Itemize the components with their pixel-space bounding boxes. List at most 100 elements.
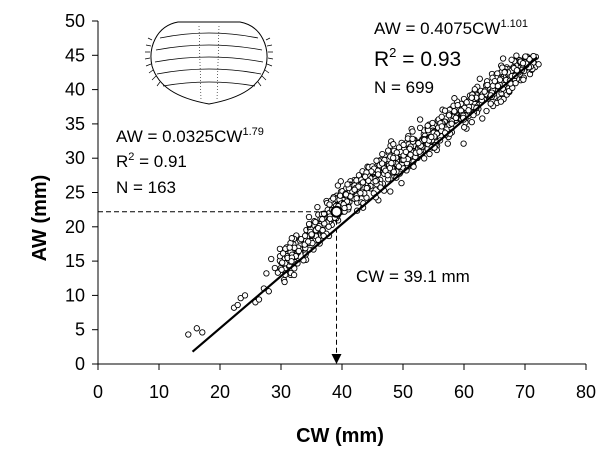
scatter-point [468,94,475,101]
scatter-point [520,76,527,83]
scatter-point [478,93,485,100]
scatter-point [301,232,309,239]
scatter-point [199,329,206,336]
scatter-point [535,61,542,68]
scatter-point [451,95,458,102]
x-tick-label: 60 [454,382,474,402]
scatter-point [522,53,529,60]
y-tick-label: 50 [65,11,85,31]
scatter-point [341,204,348,212]
y-axis-title: AW (mm) [29,175,51,262]
scatter-point [416,116,424,123]
x-tick-label: 50 [393,382,413,402]
scatter-point [479,115,486,122]
fit-line [191,56,538,353]
scatter-point [429,119,436,127]
upper-equation: AW = 0.4075CW1.101 [374,18,528,38]
scatter-point [359,179,367,186]
scatter-point [400,141,407,149]
scatter-point [416,148,423,155]
scatter-point [305,220,313,228]
scatter-point [281,278,288,286]
scatter-point [353,195,360,202]
scatter-point [424,122,431,129]
scatter-point [295,247,302,255]
scatter-point [278,266,285,273]
scatter-point [234,301,241,309]
scatter-point [342,191,350,198]
scatter-point [319,227,326,234]
scatter-point [438,123,445,130]
x-axis-title: CW (mm) [296,425,384,447]
scatter-point [452,114,460,122]
scatter-point [351,186,358,193]
scatter-point [286,244,293,251]
scatter-point [461,124,468,131]
scatter-point [483,107,490,115]
scatter-point [407,151,414,158]
scatter-point [390,168,397,175]
x-tick-label: 80 [576,382,596,402]
axes: 0 10 20 30 40 50 60 70 80 0 5 10 15 20 25 30 35 40 45 50 [65,11,596,402]
upper-n: N = 699 [374,78,434,97]
scatter-point [312,218,319,226]
scatter-point [363,184,370,192]
scatter-point [496,76,504,83]
scatter-point [484,81,491,89]
fit-line-layer [191,56,538,353]
scatter-point [421,155,428,162]
lower-equation-exponent: 1.79 [242,126,263,138]
x-tick-label: 0 [93,382,103,402]
scatter-point [334,182,342,189]
scatter-point [428,133,435,141]
abdomen-illustration [144,21,274,105]
cw-annotation: CW = 39.1 mm [356,267,470,286]
scatter-point [374,171,382,178]
scatter-point [390,154,397,162]
scatter-point [379,150,386,158]
scatter-point [193,325,200,332]
breakpoint-arrowhead [331,354,342,364]
scatter-point [426,150,433,158]
scatter-point [501,69,508,76]
scatter-point [497,98,505,105]
scatter-point [438,113,445,120]
scatter-point [454,101,461,109]
scatter-point [279,259,286,266]
scatter-point [362,173,369,180]
scatter-point [409,128,416,135]
y-tick-label: 45 [65,45,85,65]
scatter-point [448,120,455,127]
x-tick-label: 70 [515,382,535,402]
y-tick-label: 35 [65,114,85,134]
scatter-point [255,296,263,303]
scatter-point [508,56,515,63]
y-tick-label: 5 [75,320,85,340]
y-tick-label: 25 [65,183,85,203]
scatter-point [385,147,392,154]
scatter-point [326,201,333,208]
y-tick-label: 40 [65,80,85,100]
y-tick-label: 30 [65,148,85,168]
x-tick-label: 20 [210,382,230,402]
scatter-point [393,149,400,156]
scatter-point [441,107,449,114]
scatter-point [373,157,380,164]
scatter-point [465,107,472,114]
scatter-point [409,135,416,143]
scatter-point [387,188,394,195]
scatter-point [319,216,326,223]
scatter-point [519,60,527,67]
scatter-point [415,140,422,147]
lower-n: N = 163 [116,178,176,197]
scatter-point [444,140,451,147]
lower-r2: R2 = 0.91 [116,151,187,171]
scatter-point [451,108,458,115]
scatter-point [308,231,315,238]
scatter-point [487,100,494,107]
upper-equation-exponent: 1.101 [500,18,528,30]
scatter-point [344,181,351,188]
scatter-point [357,189,364,197]
scatter-point [463,99,470,106]
